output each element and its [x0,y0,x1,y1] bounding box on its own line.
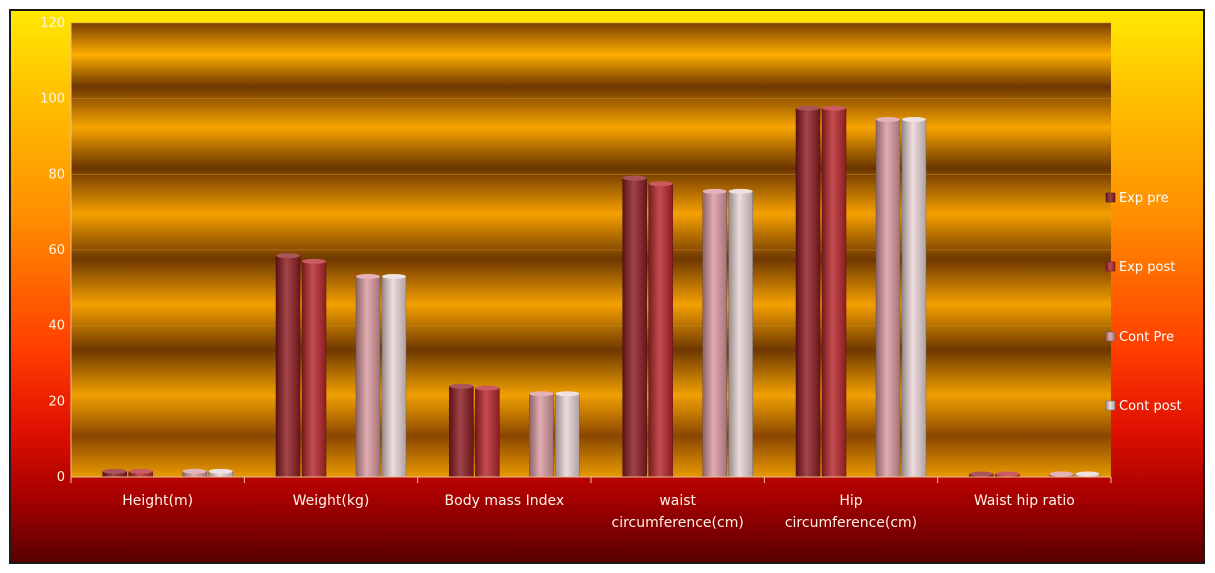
bar-cap [702,188,727,194]
bar-cap [555,391,580,397]
bar-cap [449,383,474,389]
bar-cont-post [555,393,580,478]
bar-cap [876,116,900,122]
bar-cont-post [381,276,407,478]
legend-swatch [1105,192,1116,203]
legend-label: Cont Pre [1119,330,1174,345]
bars [102,105,1100,478]
legend-label: Exp pre [1119,191,1169,206]
bar-cap [796,105,820,111]
bar-exp-pre [449,385,474,478]
bar-cap [382,273,406,279]
bar-cap [648,181,673,187]
bar-cap [128,468,153,474]
bar-cap [969,471,994,477]
bar-exp-pre [275,255,301,478]
bar-cont-post [901,119,927,478]
bar-cap [902,116,926,122]
bar-cap [102,468,127,474]
axes: 0 20 40 60 80 100 120 Height(m) Weight(kg) Body m… [40,16,1112,531]
legend-label: Cont post [1119,399,1182,414]
bar-cap [1049,471,1074,477]
legend: Exp pre Exp post Cont Pre Cont post [1105,191,1182,414]
bar-cont-pre [875,119,901,478]
legend-swatch [1105,331,1116,342]
bar-cont-pre [702,191,727,478]
bar-cap [302,258,326,264]
x-tick-label: Waist hip ratio [974,493,1075,509]
bar-cont-post [728,191,753,478]
bar-exp-pre [795,107,821,478]
bar-exp-post [301,261,327,478]
bar-cap [356,273,380,279]
bar-cap [208,468,233,474]
bar-cap [622,175,647,181]
x-tick-label: Hip [839,493,862,509]
x-tick-label: circumference(cm) [785,515,917,531]
bar-exp-post [475,387,500,478]
legend-swatch [1105,400,1116,411]
bar-exp-post [648,183,673,478]
y-tick-label: 20 [48,394,65,409]
bar-cap [182,468,207,474]
bar-cap [529,391,554,397]
y-tick-label: 60 [48,243,65,258]
y-tick-label: 80 [48,167,65,182]
bar-cont-pre [529,393,554,478]
y-tick-label: 120 [40,16,65,31]
bar-cap [1075,471,1100,477]
legend-swatch [1105,261,1116,272]
x-tick-label: Body mass Index [445,493,565,509]
x-tick-label: Weight(kg) [293,493,370,509]
bar-exp-post [821,107,847,478]
x-tick-label: circumference(cm) [612,515,744,531]
chart-frame: 0 20 40 60 80 100 120 Height(m) Weight(kg) Body m… [9,9,1205,564]
y-tick-label: 0 [57,470,65,485]
bar-exp-pre [622,177,647,478]
x-tick-label: waist [659,493,696,509]
bar-cap [728,188,753,194]
legend-label: Exp post [1119,260,1175,275]
bar-cont-pre [355,276,381,478]
y-tick-label: 100 [40,92,65,107]
bar-cap [995,471,1020,477]
bar-cap [276,253,300,259]
y-tick-label: 40 [48,319,65,334]
x-tick-label: Height(m) [122,493,193,509]
bar-cap [822,105,846,111]
bar-cap [475,385,500,391]
bar-chart: 0 20 40 60 80 100 120 Height(m) Weight(kg) Body m… [40,16,1182,531]
